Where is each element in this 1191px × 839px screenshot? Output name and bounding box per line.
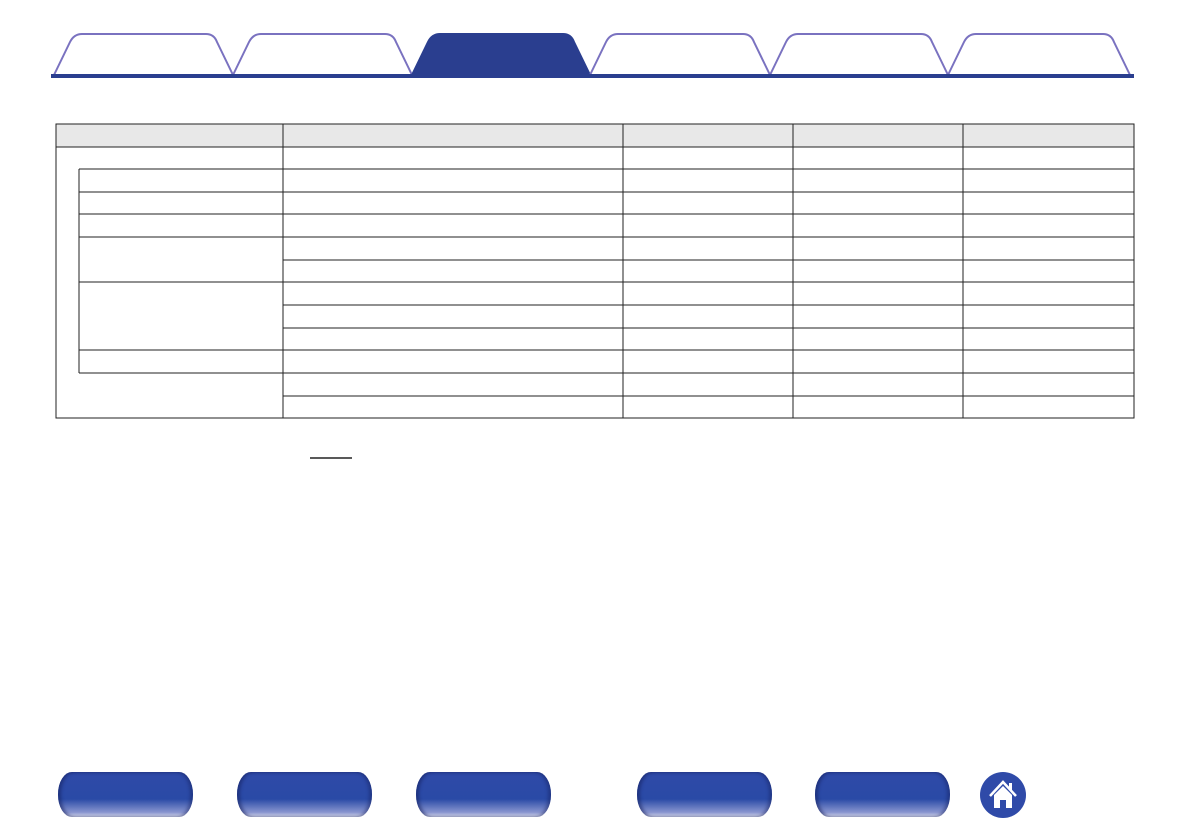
tab-5[interactable]: [769, 33, 949, 76]
footer-button-5[interactable]: [815, 772, 950, 817]
home-icon: [989, 780, 1017, 808]
footer-button-1[interactable]: [58, 772, 193, 817]
tab-2[interactable]: [232, 33, 413, 76]
table-header: [55, 123, 1135, 148]
tab-6[interactable]: [947, 33, 1131, 76]
footer-button-2[interactable]: [237, 772, 372, 817]
home-button[interactable]: [980, 772, 1026, 818]
tab-3-active[interactable]: [410, 33, 592, 76]
footer-button-4[interactable]: [637, 772, 772, 817]
table-outline: [55, 123, 1135, 419]
tab-bar: [53, 33, 1131, 76]
footer-button-3[interactable]: [416, 772, 551, 817]
tab-1[interactable]: [53, 33, 234, 76]
data-table: [55, 123, 1135, 419]
tab-baseline: [51, 74, 1134, 78]
tab-4[interactable]: [589, 33, 771, 76]
